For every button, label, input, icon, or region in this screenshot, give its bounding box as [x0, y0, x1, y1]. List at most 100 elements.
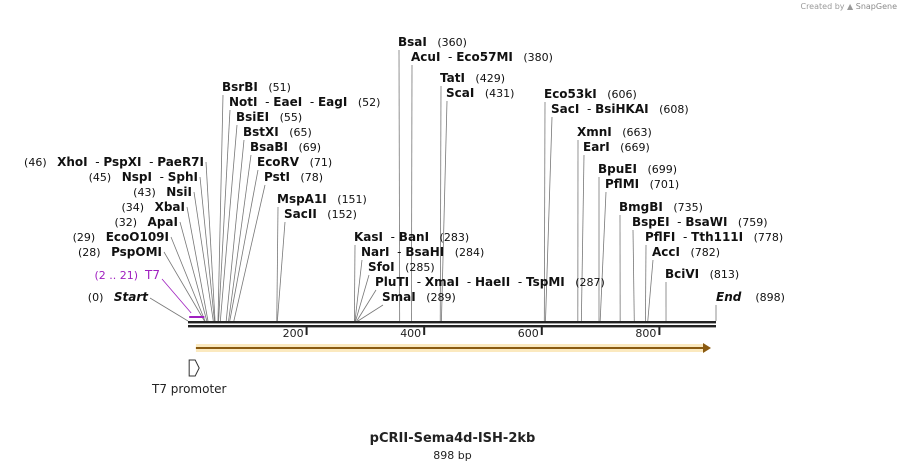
- site-connector: [229, 169, 259, 322]
- site-connector: [186, 206, 209, 322]
- enzyme-name: XbaI: [155, 200, 185, 214]
- enzyme-site-ecorv[interactable]: EcoRV (71): [257, 155, 332, 169]
- enzyme-site-bmgbi[interactable]: BmgBI (735): [619, 200, 703, 214]
- enzyme-site-label: (45) NspI - SphI: [89, 170, 198, 184]
- enzyme-name: BpuEI: [598, 162, 637, 176]
- site-connector: [225, 139, 245, 322]
- enzyme-site-pflmi[interactable]: PflMI (701): [605, 177, 679, 191]
- enzyme-site-bsrbi[interactable]: BsrBI (51): [222, 80, 291, 94]
- enzyme-site-kasi[interactable]: KasI - BanI (283): [354, 230, 469, 244]
- map-title: pCRII-Sema4d-ISH-2kb: [369, 431, 536, 446]
- site-connector: [439, 85, 442, 322]
- enzyme-site-bpuei[interactable]: BpuEI (699): [598, 162, 677, 176]
- backbone-top-strand: [188, 321, 716, 324]
- enzyme-name: AccI: [652, 245, 680, 259]
- enzyme-site-nspi[interactable]: (45) NspI - SphI: [89, 170, 198, 184]
- site-position: (782): [680, 246, 720, 259]
- enzyme-site-label: SmaI (289): [382, 290, 456, 304]
- enzyme-site-label: (28) PspOMI: [78, 245, 162, 259]
- primer-name: T7: [144, 268, 160, 282]
- enzyme-site-bsabi[interactable]: BsaBI (69): [250, 140, 321, 154]
- enzyme-site-sacii[interactable]: SacII (152): [284, 207, 357, 221]
- enzyme-site-xmni[interactable]: XmnI (663): [577, 125, 652, 139]
- enzyme-site-label: SfoI (285): [368, 260, 435, 274]
- enzyme-name: PluTI: [375, 275, 409, 289]
- end-label: End (898): [716, 290, 785, 304]
- end-position: (898): [741, 291, 785, 304]
- site-position: (151): [327, 193, 367, 206]
- site-connector: [355, 274, 370, 322]
- site-position: (669): [610, 141, 650, 154]
- site-connector: [647, 259, 654, 322]
- enzyme-site-tati[interactable]: TatI (429): [440, 71, 505, 85]
- connector-lines: [149, 49, 717, 322]
- enzyme-site-bsai[interactable]: BsaI (360): [398, 35, 467, 49]
- site-position: (380): [513, 51, 553, 64]
- enzyme-site-scai[interactable]: ScaI (431): [446, 86, 514, 100]
- ruler-tick: [423, 327, 426, 335]
- site-position: (289): [416, 291, 456, 304]
- site-position: (34): [122, 201, 155, 214]
- start-label: (0) Start: [88, 290, 149, 304]
- enzyme-site-acui[interactable]: AcuI - Eco57MI (380): [411, 50, 553, 64]
- site-connector: [354, 259, 363, 322]
- site-position: (51): [258, 81, 291, 94]
- enzyme-name: BsrBI: [222, 80, 258, 94]
- enzyme-site-bspei[interactable]: BspEI - BsaWI (759): [632, 215, 768, 229]
- enzyme-site-pluti[interactable]: PluTI - XmaI - HaeII - TspMI (287): [375, 275, 605, 289]
- enzyme-site-xhoi[interactable]: (46) XhoI - PspXI - PaeR7I: [24, 155, 204, 169]
- enzyme-site-mspa1i[interactable]: MspA1I (151): [277, 192, 367, 206]
- enzyme-site-label: (34) XbaI: [122, 200, 185, 214]
- enzyme-site-noti[interactable]: NotI - EaeI - EagI (52): [229, 95, 380, 109]
- enzyme-site-pflfi[interactable]: PflFI - Tth111I (778): [645, 230, 783, 244]
- site-position: (43): [133, 186, 166, 199]
- site-position: (429): [465, 72, 505, 85]
- ruler-tick-label: 200: [283, 327, 304, 340]
- enzyme-name: PflFI: [645, 230, 675, 244]
- enzyme-site-nsii[interactable]: (43) NsiI: [133, 185, 192, 199]
- enzyme-site-nari[interactable]: NarI - BsaHI (284): [361, 245, 484, 259]
- enzyme-name: BstXI: [243, 125, 279, 139]
- enzyme-site-pspomi[interactable]: (28) PspOMI: [78, 245, 162, 259]
- site-position: (735): [663, 201, 703, 214]
- site-connector: [179, 221, 208, 322]
- enzyme-site-xbai[interactable]: (34) XbaI: [122, 200, 185, 214]
- enzyme-name: BsiHKAI: [595, 102, 649, 116]
- enzyme-site-label: SacII (152): [284, 207, 357, 221]
- enzyme-site-eco53ki[interactable]: Eco53kI (606): [544, 87, 637, 101]
- site-position: (285): [395, 261, 435, 274]
- site-position: (287): [565, 276, 605, 289]
- site-connector: [411, 64, 413, 322]
- enzyme-site-bcivi[interactable]: BciVI (813): [665, 267, 739, 281]
- primer-connector: [161, 278, 192, 314]
- ruler-tick-label: 600: [518, 327, 539, 340]
- enzyme-name: SphI: [168, 170, 198, 184]
- enzyme-name: KasI: [354, 230, 383, 244]
- site-position: (606): [597, 88, 637, 101]
- site-position: (46): [24, 156, 57, 169]
- site-connector: [580, 154, 585, 322]
- enzyme-site-ecoo109i[interactable]: (29) EcoO109I: [73, 230, 169, 244]
- orf-arrowhead: [703, 343, 711, 353]
- site-connector: [356, 289, 377, 322]
- site-position: (52): [347, 96, 380, 109]
- enzyme-name: XhoI: [57, 155, 88, 169]
- enzyme-site-smai[interactable]: SmaI (289): [382, 290, 456, 304]
- enzyme-site-eari[interactable]: EarI (669): [583, 140, 650, 154]
- enzyme-name: PstI: [264, 170, 290, 184]
- site-connector: [441, 100, 448, 322]
- enzyme-site-apai[interactable]: (32) ApaI: [114, 215, 178, 229]
- enzyme-name: HaeII: [475, 275, 510, 289]
- enzyme-name: PspOMI: [111, 245, 162, 259]
- site-connector: [398, 49, 401, 322]
- enzyme-site-label: BspEI - BsaWI (759): [632, 215, 768, 229]
- enzyme-site-label: BsaI (360): [398, 35, 467, 49]
- start-connector: [149, 297, 189, 322]
- enzyme-site-sfoi[interactable]: SfoI (285): [368, 260, 435, 274]
- enzyme-site-saci[interactable]: SacI - BsiHKAI (608): [551, 102, 689, 116]
- enzyme-site-acci[interactable]: AccI (782): [652, 245, 720, 259]
- enzyme-site-bsiei[interactable]: BsiEI (55): [236, 110, 302, 124]
- enzyme-site-bstxi[interactable]: BstXI (65): [243, 125, 312, 139]
- enzyme-site-psti[interactable]: PstI (78): [264, 170, 323, 184]
